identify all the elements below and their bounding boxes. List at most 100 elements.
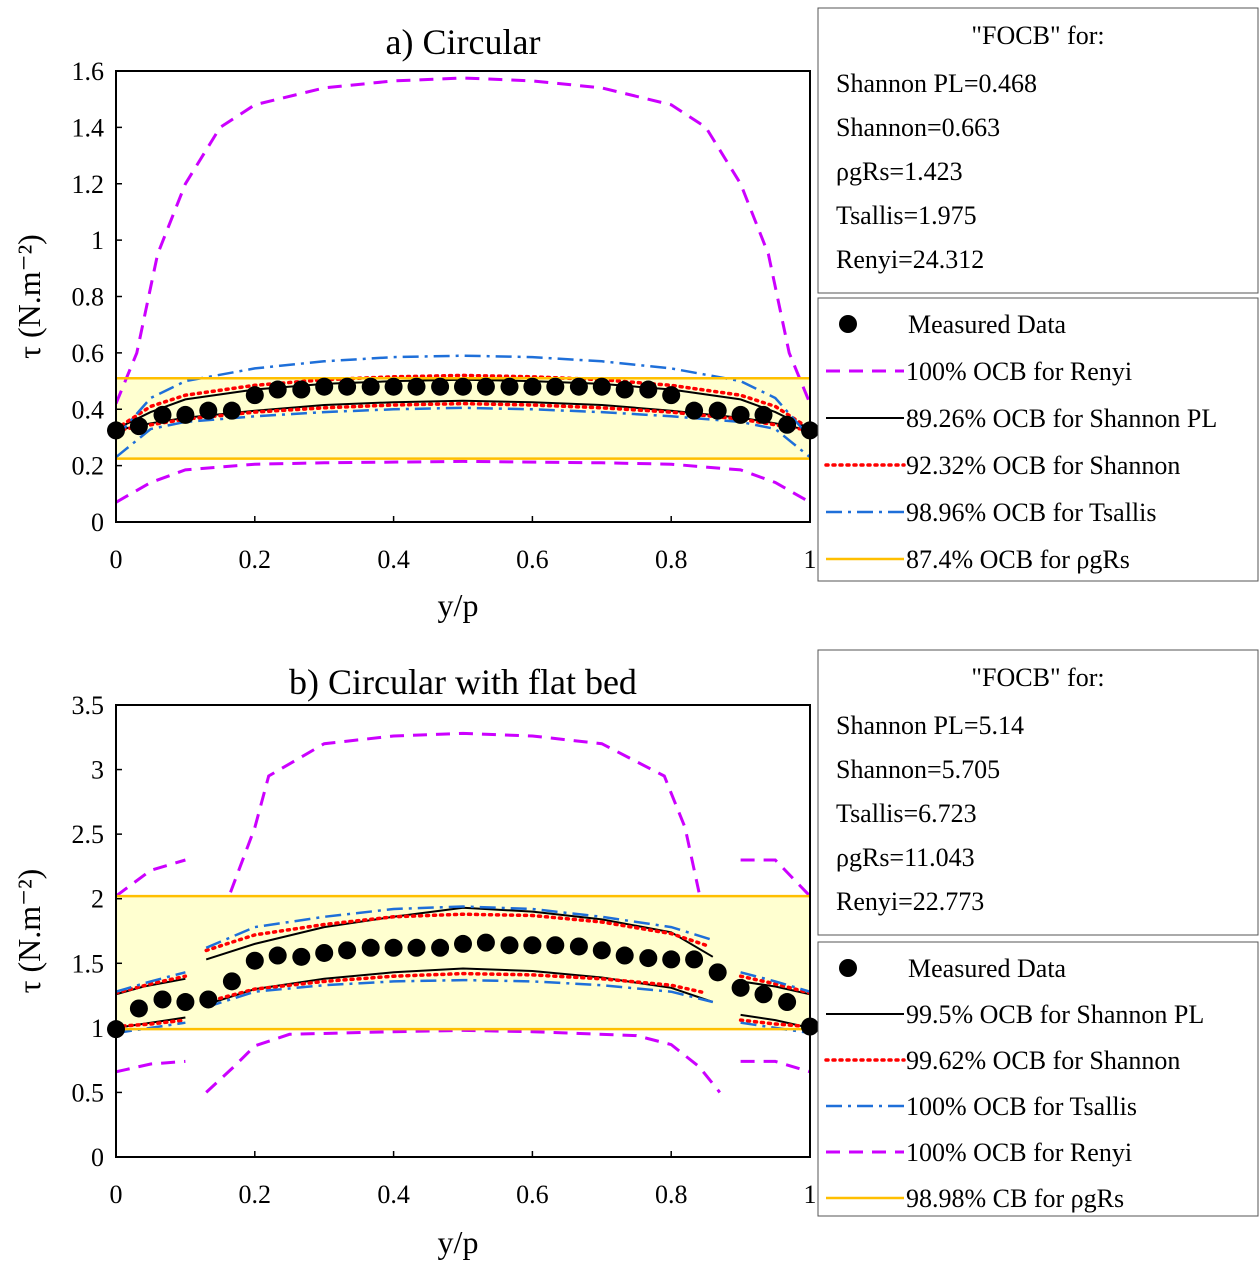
measured-point	[407, 377, 426, 396]
chart-title: b) Circular with flat bed	[289, 662, 637, 702]
measured-point	[685, 950, 704, 969]
measured-point	[315, 943, 334, 962]
measured-point	[708, 963, 727, 982]
measured-point	[662, 386, 681, 405]
measured-point	[199, 990, 218, 1009]
series-renyi-line-2	[229, 731, 701, 893]
legend-box	[817, 941, 1259, 1217]
measured-point	[731, 405, 750, 424]
measured-point	[222, 401, 241, 420]
x-tick-label: 0.4	[377, 1180, 410, 1209]
measured-point	[778, 415, 797, 434]
series-shannon-line-3	[204, 971, 708, 1004]
legend-label: 98.96% OCB for Tsallis	[906, 498, 1156, 527]
series-shannon-line-0	[116, 974, 188, 995]
series-lines	[116, 731, 810, 1094]
series-tsallis-line-3	[205, 978, 714, 1009]
series-shannon_pl-line-4	[740, 980, 810, 996]
focb-value: ρgRs=11.043	[836, 843, 975, 872]
legend-label: 98.98% CB for ρgRs	[906, 1184, 1124, 1213]
focb-box	[817, 649, 1259, 936]
legend-label: 99.5% OCB for Shannon PL	[906, 1000, 1204, 1029]
measured-point	[407, 938, 426, 957]
series-tsallis-line-2	[205, 905, 714, 949]
series-tsallis-line-4	[740, 971, 810, 993]
series-shannon-line-2	[204, 912, 708, 953]
series-renyi-line-5	[740, 1059, 810, 1074]
measured-point	[476, 933, 495, 952]
measured-point	[361, 377, 380, 396]
focb-box	[817, 7, 1259, 294]
measured-point	[268, 946, 287, 965]
measured-point	[268, 380, 287, 399]
x-tick-label: 0	[110, 1180, 123, 1209]
series-renyi-line-4	[740, 858, 810, 898]
measured-point	[176, 993, 195, 1012]
y-tick-label: 1.6	[72, 57, 105, 86]
measured-point	[662, 950, 681, 969]
focb-value: Renyi=24.312	[836, 245, 984, 274]
measured-point	[454, 934, 472, 953]
series-shannon-line-1	[116, 1018, 188, 1029]
series-shannon-line-4	[738, 974, 810, 995]
measured-point	[176, 405, 195, 424]
measured-point	[454, 377, 472, 396]
legend-label: 100% OCB for Renyi	[906, 1138, 1132, 1167]
focb-value: Renyi=22.773	[836, 887, 984, 916]
legend-marker	[839, 959, 857, 977]
x-tick-label: 0.6	[516, 1180, 549, 1209]
x-tick-label: 0.4	[377, 545, 410, 574]
y-tick-label: 1.5	[72, 949, 105, 978]
measured-point	[569, 937, 588, 956]
measured-point	[384, 377, 403, 396]
measured-point	[523, 377, 542, 396]
legend-box	[817, 297, 1259, 582]
legend-label: 92.32% OCB for Shannon	[906, 451, 1180, 480]
x-tick-label: 0.8	[655, 545, 688, 574]
measured-point	[338, 377, 357, 396]
measured-point	[615, 946, 634, 965]
legend-label: Measured Data	[908, 310, 1067, 339]
measured-point	[292, 380, 311, 399]
x-tick-label: 0	[110, 545, 123, 574]
focb-value: Tsallis=6.723	[836, 799, 977, 828]
measured-point	[685, 401, 704, 420]
y-tick-label: 1	[91, 226, 104, 255]
focb-value: ρgRs=1.423	[836, 157, 963, 186]
measured-point	[731, 978, 750, 997]
measured-point	[500, 936, 519, 955]
measured-point	[129, 417, 148, 436]
series-shannon_pl-line-2	[205, 906, 714, 961]
x-tick-label: 0.8	[655, 1180, 688, 1209]
measured-point	[129, 999, 148, 1018]
focb-value: Shannon PL=0.468	[836, 69, 1037, 98]
measured-point	[431, 377, 450, 396]
measured-point	[569, 377, 588, 396]
x-axis-label: y/p	[438, 1224, 479, 1260]
y-tick-label: 0	[91, 508, 104, 537]
focb-value: Shannon=0.663	[836, 113, 1000, 142]
y-tick-label: 0.2	[72, 452, 105, 481]
y-tick-label: 1	[91, 1014, 104, 1043]
y-tick-label: 0.5	[72, 1078, 105, 1107]
measured-point	[708, 401, 727, 420]
rhogrs-band	[116, 896, 810, 1030]
series-tsallis-line-0	[116, 971, 186, 993]
measured-point	[615, 380, 634, 399]
measured-point	[592, 377, 611, 396]
y-tick-label: 0	[91, 1143, 104, 1172]
legend-label: 100% OCB for Tsallis	[906, 1092, 1137, 1121]
y-tick-label: 0.8	[72, 283, 105, 312]
focb-value: Shannon=5.705	[836, 755, 1000, 784]
measured-point	[546, 377, 565, 396]
panel-b: b) Circular with flat bed 0 0.5 1 1.5 2 2.5 3 3.…	[11, 649, 1259, 1260]
series-renyi-line-1	[116, 1059, 186, 1074]
legend-label: 87.4% OCB for ρgRs	[906, 545, 1130, 574]
focb-title: "FOCB" for:	[971, 663, 1104, 692]
x-axis-label: y/p	[438, 587, 479, 623]
focb-value: Tsallis=1.975	[836, 201, 977, 230]
series-renyi-line-3	[205, 1028, 721, 1094]
measured-point	[500, 377, 519, 396]
focb-title: "FOCB" for:	[971, 21, 1104, 50]
x-tick-label: 0.6	[516, 545, 549, 574]
